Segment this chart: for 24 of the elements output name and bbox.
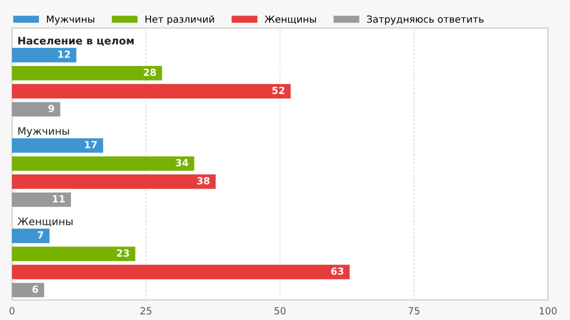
y-tick-label: Мужчины [18,127,69,137]
data-label: 6 [32,286,38,293]
y-tick-label: Женщины [18,218,72,227]
data-label: 12 [58,50,70,58]
data-label: 7 [38,231,44,239]
data-label: 63 [331,267,344,275]
data-label: 17 [85,141,97,148]
legend-label: Нет различий [146,15,214,25]
x-tick-label: 0 [10,307,14,314]
x-tick-label: 100 [540,307,557,314]
data-label: 11 [52,195,65,202]
data-label: 34 [176,159,188,166]
data-label: 23 [116,249,129,257]
legend-label: Женщины [264,16,316,24]
y-tick-label: Население в целом [18,36,134,46]
data-label: 38 [197,177,210,184]
legend-label: Мужчины [46,16,94,25]
data-label: 52 [272,86,284,94]
x-tick-label: 75 [408,307,420,314]
data-label: 28 [144,68,156,76]
legend-label: Затрудняюсь ответить [366,15,484,25]
x-tick-label: 25 [140,307,152,314]
x-tick-label: 50 [274,307,286,314]
data-label: 9 [48,104,54,112]
